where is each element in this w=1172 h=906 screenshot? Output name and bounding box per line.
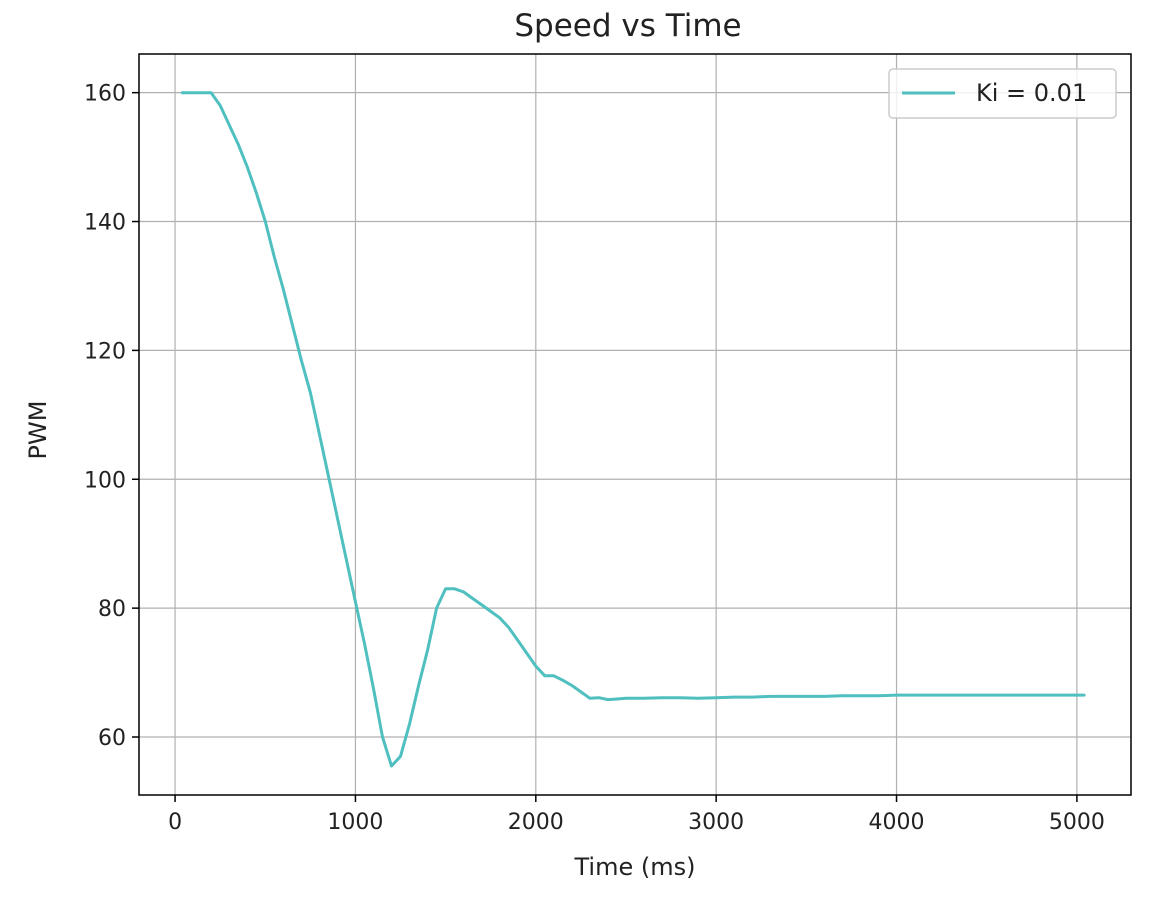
series-layer <box>180 91 1086 768</box>
tick-layer: 0 1000 2000 3000 4000 5000 60 80 100 120 140 160 <box>84 82 1105 835</box>
legend: Ki = 0.01 <box>888 68 1117 119</box>
plot-area-frame <box>138 53 1132 796</box>
x-tick-label: 0 <box>168 810 182 835</box>
grid-layer <box>139 54 1131 795</box>
y-tick-label: 60 <box>98 726 126 751</box>
chart-title: Speed vs Time <box>514 8 741 44</box>
x-tick-label: 3000 <box>688 810 744 835</box>
x-tick-label: 5000 <box>1049 810 1105 835</box>
y-tick-label: 140 <box>84 211 126 236</box>
y-tick-label: 80 <box>98 597 126 622</box>
y-tick-label: 120 <box>84 339 126 364</box>
legend-label: Ki = 0.01 <box>976 79 1087 107</box>
x-axis-label: Time (ms) <box>574 853 696 881</box>
x-tick-label: 1000 <box>327 810 383 835</box>
y-tick-label: 160 <box>84 82 126 107</box>
y-axis-label: PWM <box>24 401 52 460</box>
legend-box <box>888 68 1117 119</box>
series-line <box>180 91 1086 768</box>
x-tick-label: 2000 <box>508 810 564 835</box>
x-tick-label: 4000 <box>869 810 925 835</box>
y-tick-label: 100 <box>84 468 126 493</box>
